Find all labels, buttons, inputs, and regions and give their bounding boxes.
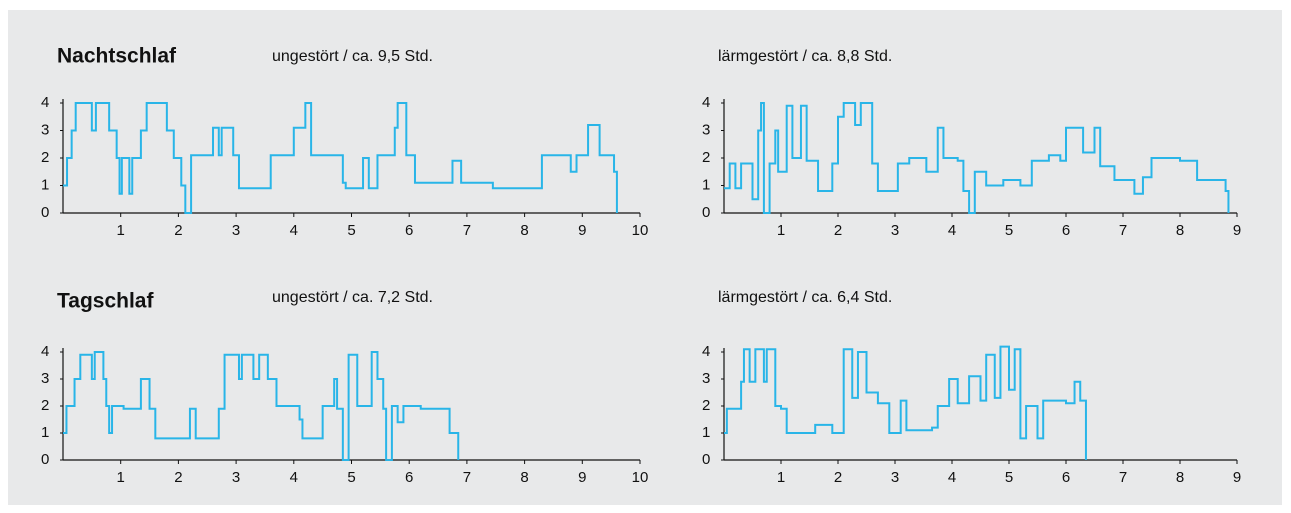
chart-subtitle: ungestört / ca. 9,5 Std. <box>272 48 433 65</box>
x-tick-label: 1 <box>117 469 125 486</box>
y-tick-label: 4 <box>702 94 710 111</box>
x-tick-label: 1 <box>117 222 125 239</box>
x-tick-label: 3 <box>891 222 899 239</box>
y-tick-label: 3 <box>41 121 49 138</box>
x-tick-label: 7 <box>463 222 471 239</box>
y-tick-label: 0 <box>41 451 49 468</box>
x-tick-label: 5 <box>347 222 355 239</box>
y-tick-label: 2 <box>41 397 49 414</box>
hypnogram-line <box>63 102 618 214</box>
x-tick-label: 9 <box>578 469 586 486</box>
x-tick-label: 8 <box>1176 469 1184 486</box>
x-tick-label: 4 <box>948 222 956 239</box>
y-tick-label: 2 <box>702 149 710 166</box>
background <box>8 10 1282 505</box>
x-tick-label: 5 <box>1005 469 1013 486</box>
x-tick-label: 3 <box>232 222 240 239</box>
x-tick-label: 9 <box>578 222 586 239</box>
y-tick-label: 0 <box>702 204 710 221</box>
y-tick-label: 1 <box>702 424 710 441</box>
x-tick-label: 6 <box>405 222 413 239</box>
x-tick-label: 10 <box>632 469 649 486</box>
y-tick-label: 3 <box>702 121 710 138</box>
x-tick-label: 5 <box>347 469 355 486</box>
x-tick-label: 10 <box>632 222 649 239</box>
x-tick-label: 6 <box>1062 222 1070 239</box>
y-tick-label: 1 <box>702 176 710 193</box>
x-tick-label: 2 <box>174 469 182 486</box>
y-tick-label: 1 <box>41 424 49 441</box>
x-tick-label: 2 <box>834 469 842 486</box>
x-tick-label: 3 <box>232 469 240 486</box>
x-tick-label: 7 <box>1119 469 1127 486</box>
hypnogram-line <box>63 351 460 461</box>
x-tick-label: 8 <box>1176 222 1184 239</box>
hypnogram-line <box>724 102 1230 214</box>
x-tick-label: 8 <box>520 469 528 486</box>
y-tick-label: 4 <box>41 343 49 360</box>
y-tick-label: 3 <box>41 370 49 387</box>
x-tick-label: 4 <box>290 222 298 239</box>
hypnogram-line <box>724 345 1087 460</box>
y-tick-label: 2 <box>41 149 49 166</box>
y-tick-label: 4 <box>702 343 710 360</box>
x-tick-label: 1 <box>777 222 785 239</box>
y-tick-label: 0 <box>702 451 710 468</box>
row-title: Tagschlaf <box>57 290 154 313</box>
x-tick-label: 5 <box>1005 222 1013 239</box>
y-tick-label: 3 <box>702 370 710 387</box>
x-tick-label: 2 <box>834 222 842 239</box>
x-tick-label: 9 <box>1233 222 1241 239</box>
x-tick-label: 6 <box>405 469 413 486</box>
chart-subtitle: lärmgestört / ca. 6,4 Std. <box>718 289 892 306</box>
x-tick-label: 2 <box>174 222 182 239</box>
x-tick-label: 3 <box>891 469 899 486</box>
chart-subtitle: lärmgestört / ca. 8,8 Std. <box>718 48 892 65</box>
x-tick-label: 7 <box>1119 222 1127 239</box>
x-tick-label: 1 <box>777 469 785 486</box>
y-tick-label: 1 <box>41 176 49 193</box>
row-title: Nachtschlaf <box>57 45 177 68</box>
x-tick-label: 4 <box>290 469 298 486</box>
x-tick-label: 4 <box>948 469 956 486</box>
y-tick-label: 4 <box>41 94 49 111</box>
x-tick-label: 6 <box>1062 469 1070 486</box>
x-tick-label: 7 <box>463 469 471 486</box>
y-tick-label: 0 <box>41 204 49 221</box>
x-tick-label: 9 <box>1233 469 1241 486</box>
y-tick-label: 2 <box>702 397 710 414</box>
x-tick-label: 8 <box>520 222 528 239</box>
chart-subtitle: ungestört / ca. 7,2 Std. <box>272 289 433 306</box>
